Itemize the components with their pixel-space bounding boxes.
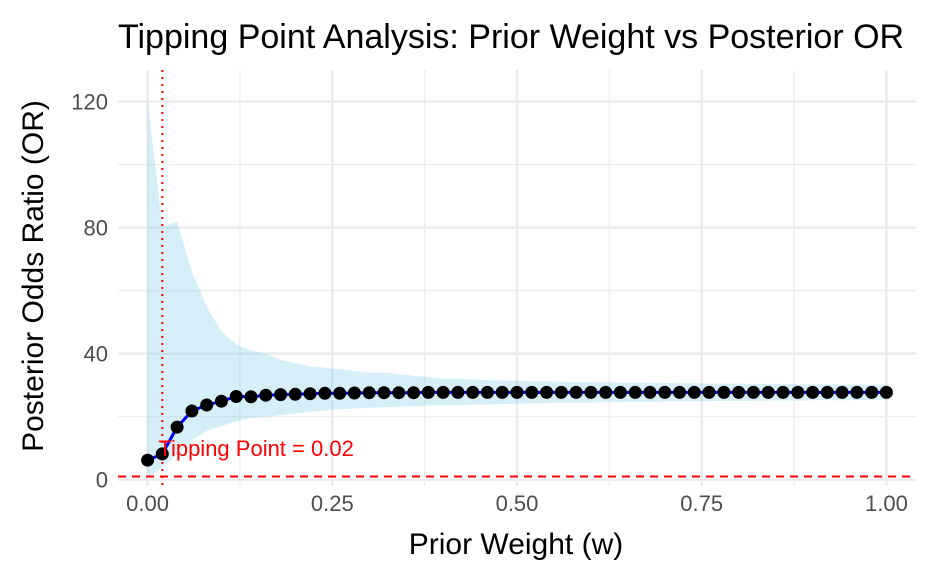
data-point — [480, 385, 494, 399]
data-point — [185, 404, 199, 418]
data-point — [288, 387, 302, 401]
tipping-point-annotation: Tipping Point = 0.02 — [158, 436, 353, 461]
y-tick-label: 80 — [84, 216, 108, 241]
data-point — [554, 385, 568, 399]
y-tick-label: 0 — [96, 468, 108, 493]
data-point — [879, 385, 893, 399]
data-point — [835, 385, 849, 399]
y-tick-label: 40 — [84, 342, 108, 367]
data-point — [495, 385, 509, 399]
grid-major — [118, 70, 916, 486]
x-tick-label: 0.75 — [680, 491, 723, 516]
data-point — [170, 420, 184, 434]
reference-lines — [118, 70, 916, 486]
data-point — [761, 385, 775, 399]
data-point — [466, 385, 480, 399]
x-axis-title: Prior Weight (w) — [409, 528, 623, 561]
data-point — [407, 386, 421, 400]
data-point — [155, 447, 169, 461]
annotation-layer: Tipping Point = 0.02 — [158, 436, 353, 461]
data-point — [540, 385, 554, 399]
data-point — [214, 394, 228, 408]
data-point — [673, 385, 687, 399]
chart-title: Tipping Point Analysis: Prior Weight vs … — [118, 18, 904, 56]
data-point — [303, 387, 317, 401]
data-point — [200, 398, 214, 412]
x-tick-label: 0.50 — [496, 491, 539, 516]
y-tick-labels: 0 40 80 120 — [71, 90, 108, 493]
x-tick-label: 0.00 — [126, 491, 169, 516]
posterior-or-points — [141, 385, 893, 467]
credible-interval-ribbon — [147, 98, 887, 479]
data-point — [333, 386, 347, 400]
y-tick-label: 120 — [71, 90, 108, 115]
data-point — [643, 385, 657, 399]
data-point — [392, 386, 406, 400]
data-point — [362, 386, 376, 400]
x-tick-label: 0.25 — [311, 491, 354, 516]
data-point — [347, 386, 361, 400]
data-point — [717, 385, 731, 399]
data-point — [141, 453, 155, 467]
data-point — [318, 386, 332, 400]
credible-interval-band — [147, 98, 887, 479]
data-point — [702, 385, 716, 399]
x-tick-label: 1.00 — [865, 491, 908, 516]
data-point — [525, 385, 539, 399]
data-point — [746, 385, 760, 399]
data-point — [569, 385, 583, 399]
data-point — [451, 385, 465, 399]
data-point — [377, 386, 391, 400]
data-point — [599, 385, 613, 399]
x-tick-labels: 0.00 0.25 0.50 0.75 1.00 — [126, 491, 908, 516]
data-point — [732, 385, 746, 399]
data-point — [274, 388, 288, 402]
data-point — [229, 390, 243, 403]
data-point — [628, 385, 642, 399]
data-point — [421, 385, 435, 399]
data-point — [865, 385, 879, 399]
data-point — [613, 385, 627, 399]
data-point — [806, 385, 820, 399]
data-point — [244, 390, 258, 404]
data-point — [791, 385, 805, 399]
data-point — [584, 385, 598, 399]
data-point — [510, 385, 524, 399]
data-point — [776, 385, 790, 399]
data-point — [820, 385, 834, 399]
y-axis-title: Posterior Odds Ratio (OR) — [17, 100, 50, 452]
data-point — [658, 385, 672, 399]
data-point — [687, 385, 701, 399]
data-point — [436, 385, 450, 399]
data-point — [259, 388, 273, 402]
data-point — [850, 385, 864, 399]
